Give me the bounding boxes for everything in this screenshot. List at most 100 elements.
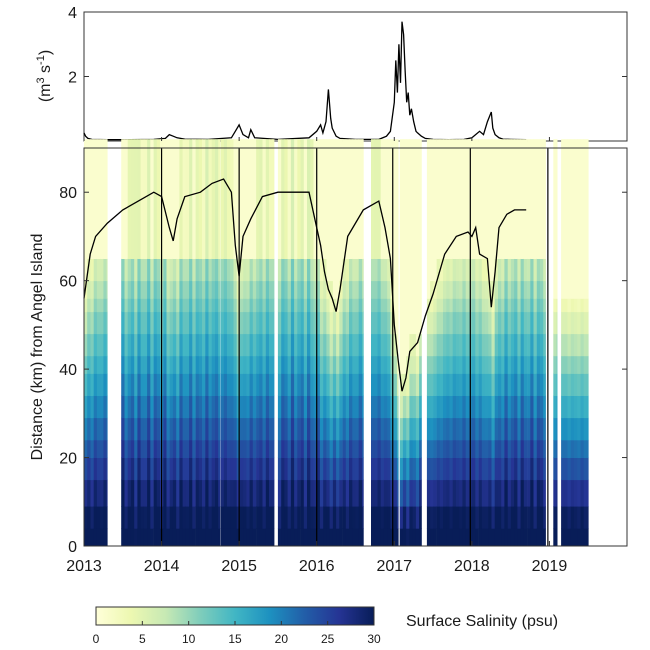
salinity-cell bbox=[574, 258, 578, 282]
salinity-cell bbox=[323, 506, 327, 529]
salinity-cell bbox=[252, 506, 257, 529]
salinity-cell bbox=[140, 528, 145, 547]
salinity-cell bbox=[494, 311, 499, 335]
salinity-cell bbox=[130, 395, 135, 419]
salinity-cell bbox=[252, 280, 257, 299]
salinity-cell bbox=[182, 417, 187, 441]
salinity-cell bbox=[520, 417, 525, 441]
salinity-cell bbox=[281, 417, 285, 441]
salinity-cell bbox=[319, 355, 324, 374]
salinity-cell bbox=[452, 395, 457, 419]
salinity-cell bbox=[246, 298, 250, 313]
salinity-cell bbox=[478, 457, 483, 481]
salinity-cell bbox=[540, 439, 544, 458]
salinity-cell bbox=[436, 395, 441, 419]
salinity-cell bbox=[396, 506, 399, 529]
salinity-cell bbox=[281, 395, 285, 419]
salinity-cell bbox=[498, 528, 502, 547]
salinity-cell bbox=[345, 298, 350, 313]
salinity-cell bbox=[326, 417, 330, 441]
salinity-cell bbox=[543, 298, 546, 313]
salinity-cell bbox=[156, 439, 161, 458]
salinity-cell bbox=[137, 439, 141, 458]
salinity-cell bbox=[300, 280, 305, 299]
salinity-cell bbox=[567, 258, 572, 282]
salinity-cell bbox=[342, 457, 347, 481]
salinity-cell bbox=[272, 333, 275, 357]
salinity-cell bbox=[310, 506, 314, 529]
salinity-cell bbox=[84, 139, 88, 259]
salinity-cell bbox=[223, 280, 228, 299]
salinity-cell bbox=[300, 457, 305, 481]
salinity-cell bbox=[87, 139, 91, 259]
salinity-cell bbox=[501, 395, 505, 419]
salinity-cell bbox=[124, 417, 129, 441]
salinity-cell bbox=[290, 311, 295, 335]
salinity-cell bbox=[462, 280, 466, 299]
salinity-cell bbox=[137, 280, 141, 299]
salinity-cell bbox=[583, 355, 588, 374]
salinity-cell bbox=[412, 528, 417, 547]
salinity-cell bbox=[472, 373, 476, 396]
salinity-cell bbox=[227, 311, 231, 335]
salinity-cell bbox=[179, 311, 183, 335]
salinity-cell bbox=[239, 439, 244, 458]
salinity-cell bbox=[436, 333, 441, 357]
salinity-cell bbox=[281, 280, 285, 299]
salinity-cell bbox=[383, 506, 388, 529]
salinity-cell bbox=[179, 395, 183, 419]
salinity-cell bbox=[345, 333, 350, 357]
salinity-cell bbox=[567, 479, 572, 507]
salinity-cell bbox=[475, 528, 479, 547]
salinity-cell bbox=[396, 311, 399, 335]
salinity-cell bbox=[362, 439, 364, 458]
salinity-cell bbox=[227, 373, 231, 396]
salinity-cell bbox=[433, 311, 437, 335]
salinity-cell bbox=[310, 457, 314, 481]
salinity-cell bbox=[355, 373, 360, 396]
salinity-cell bbox=[313, 395, 318, 419]
salinity-cell bbox=[84, 479, 88, 507]
salinity-cell bbox=[137, 528, 141, 547]
salinity-cell bbox=[172, 311, 177, 335]
salinity-cell bbox=[147, 395, 151, 419]
salinity-cell bbox=[134, 311, 138, 335]
salinity-cell bbox=[380, 355, 385, 374]
salinity-cell bbox=[501, 355, 505, 374]
salinity-cell bbox=[176, 333, 180, 357]
salinity-cell bbox=[358, 258, 363, 282]
salinity-cell bbox=[223, 258, 228, 282]
salinity-cell bbox=[402, 298, 407, 313]
salinity-cell bbox=[459, 311, 463, 335]
salinity-cell bbox=[355, 280, 360, 299]
salinity-cell bbox=[230, 298, 234, 313]
colorbar-title: Surface Salinity (psu) bbox=[406, 613, 558, 630]
salinity-cell bbox=[277, 280, 282, 299]
salinity-cell bbox=[236, 333, 241, 357]
salinity-cell bbox=[90, 373, 95, 396]
salinity-cell bbox=[430, 479, 434, 507]
salinity-cell bbox=[208, 311, 213, 335]
salinity-cell bbox=[87, 373, 91, 396]
salinity-cell bbox=[498, 280, 502, 299]
salinity-cell bbox=[176, 395, 180, 419]
salinity-cell bbox=[281, 506, 285, 529]
salinity-cell bbox=[143, 479, 148, 507]
salinity-cell bbox=[147, 355, 151, 374]
salinity-cell bbox=[481, 479, 486, 507]
salinity-cell bbox=[501, 457, 505, 481]
salinity-cell bbox=[87, 298, 91, 313]
salinity-cell bbox=[236, 373, 241, 396]
salinity-cell bbox=[166, 373, 171, 396]
salinity-cell bbox=[176, 258, 180, 282]
salinity-cell bbox=[574, 139, 578, 259]
salinity-cell bbox=[383, 355, 388, 374]
salinity-cell bbox=[163, 355, 167, 374]
salinity-cell bbox=[192, 373, 196, 396]
salinity-cell bbox=[185, 258, 190, 282]
salinity-cell bbox=[202, 457, 206, 481]
salinity-cell bbox=[316, 333, 321, 357]
salinity-cell bbox=[402, 373, 407, 396]
salinity-cell bbox=[430, 395, 434, 419]
salinity-cell bbox=[383, 139, 388, 259]
